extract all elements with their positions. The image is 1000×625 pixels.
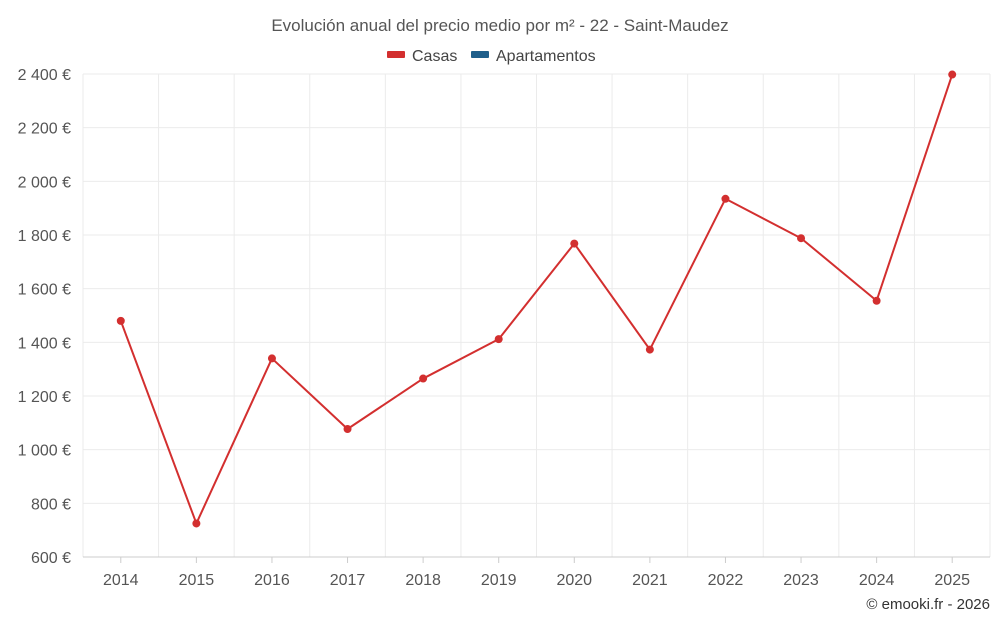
data-point-casas-2017[interactable] [343,425,352,434]
y-tick-label: 1 800 € [18,228,71,245]
y-tick-label: 1 600 € [18,282,71,299]
series [116,70,957,528]
data-point-casas-2024[interactable] [872,296,881,305]
legend-item-casas[interactable]: Casas [387,48,457,65]
legend-label-apartamentos: Apartamentos [496,48,596,65]
y-tick-label: 2 400 € [18,67,71,84]
data-point-casas-2018[interactable] [419,374,428,383]
x-tick-label: 2023 [783,572,819,589]
legend: Casas Apartamentos [387,48,596,65]
legend-label-casas: Casas [412,48,457,65]
data-point-casas-2014[interactable] [116,316,125,325]
data-point-casas-2020[interactable] [570,239,579,248]
y-tick-label: 800 € [31,496,71,513]
legend-swatch-casas [387,51,405,58]
y-tick-label: 1 400 € [18,335,71,352]
data-point-casas-2022[interactable] [721,194,730,203]
x-tick-label: 2015 [179,572,215,589]
x-tick-label: 2019 [481,572,517,589]
x-tick-label: 2022 [708,572,744,589]
data-point-casas-2015[interactable] [192,519,201,528]
data-point-casas-2019[interactable] [494,335,503,344]
y-tick-label: 1 000 € [18,443,71,460]
data-point-casas-2023[interactable] [797,234,806,243]
x-tick-label: 2014 [103,572,139,589]
x-tick-label: 2024 [859,572,895,589]
x-tick-label: 2020 [556,572,592,589]
legend-item-apartamentos[interactable]: Apartamentos [471,48,596,65]
data-point-casas-2025[interactable] [948,70,957,79]
data-point-casas-2021[interactable] [645,345,654,354]
x-tick-label: 2025 [934,572,970,589]
chart-title: Evolución anual del precio medio por m² … [271,16,728,35]
credit-text: © emooki.fr - 2026 [866,596,990,613]
grid [82,73,991,557]
data-point-casas-2016[interactable] [267,354,276,363]
x-tick-label: 2018 [405,572,441,589]
axes: 600 € 800 € 1 000 € 1 200 € 1 400 € 1 600 € 1 … [18,67,990,589]
y-tick-label: 600 € [31,550,71,567]
x-tick-label: 2017 [330,572,366,589]
legend-swatch-apartamentos [471,51,489,58]
x-tick-label: 2016 [254,572,290,589]
y-tick-label: 2 200 € [18,121,71,138]
x-tick-label: 2021 [632,572,668,589]
y-tick-label: 2 000 € [18,174,71,191]
y-tick-label: 1 200 € [18,389,71,406]
series-line-casas [119,74,954,525]
